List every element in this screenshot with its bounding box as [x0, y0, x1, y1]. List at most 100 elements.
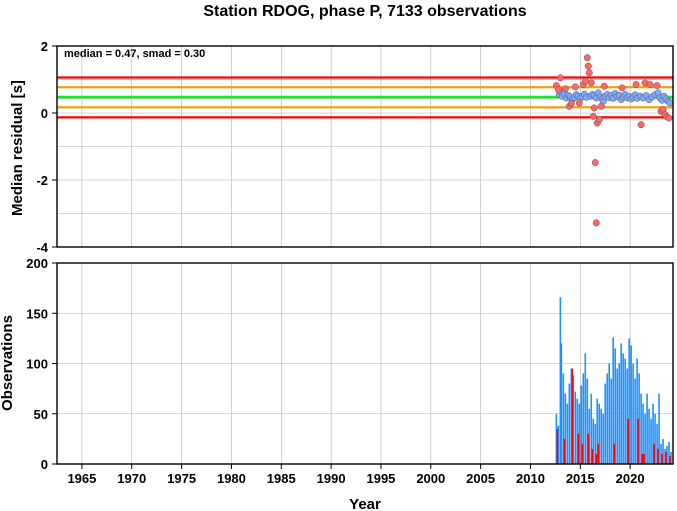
observation-bar [600, 408, 603, 464]
observation-bar [606, 373, 609, 464]
top-y-axis-label: Median residual [s] [9, 80, 26, 216]
observation-bar [608, 363, 611, 464]
observation-bar [596, 398, 599, 464]
residual-point [597, 102, 605, 110]
x-tick-label: 2020 [616, 471, 645, 486]
observation-bar [660, 443, 662, 464]
residual-point [571, 83, 579, 91]
residual-point [637, 121, 645, 129]
x-tick-label: 2015 [566, 471, 595, 486]
observation-bar [564, 393, 567, 464]
top-y-tick-label: 2 [41, 39, 48, 54]
observation-bar [610, 378, 613, 464]
observation-bar [613, 443, 615, 464]
observation-bar [602, 413, 605, 464]
observation-bar [636, 358, 638, 464]
observation-bar [666, 445, 668, 464]
residual-point [556, 74, 564, 82]
observation-bar [657, 448, 659, 464]
observation-bar [627, 418, 629, 464]
residual-point [587, 79, 595, 87]
observation-bar [668, 441, 670, 464]
observation-bar [632, 363, 634, 464]
x-tick-label: 1990 [317, 471, 346, 486]
observation-bar [557, 425, 560, 464]
observation-bars [555, 297, 672, 464]
top-y-ticks: -4 -2 0 2 [36, 39, 57, 255]
residual-point [585, 69, 593, 77]
observation-bar [646, 393, 648, 464]
residual-point [589, 112, 597, 120]
observation-bar [570, 368, 573, 464]
top-panel-grid [57, 45, 673, 248]
observation-bar [597, 443, 600, 464]
x-tick-label: 1980 [217, 471, 246, 486]
stats-annotation: median = 0.47, smad = 0.30 [64, 48, 205, 60]
top-y-tick-label: -2 [36, 173, 48, 188]
residual-point [591, 159, 599, 167]
observation-bar [664, 448, 666, 464]
top-y-tick-label: 0 [41, 106, 48, 121]
observation-bar [662, 438, 664, 464]
x-axis-label: Year [349, 496, 381, 511]
residual-point [592, 219, 600, 227]
bottom-y-tick-label: 200 [26, 256, 48, 271]
x-tick-label: 1965 [67, 471, 96, 486]
observation-bar [641, 453, 643, 464]
residual-point [665, 114, 673, 122]
residual-point [554, 86, 562, 94]
observation-bar [584, 353, 587, 464]
observation-bar [587, 433, 590, 464]
observation-bar [624, 358, 626, 464]
x-tick-label: 2000 [416, 471, 445, 486]
observation-bar [560, 343, 563, 464]
observation-bar [577, 433, 580, 464]
observation-bar [563, 438, 566, 464]
residual-point [583, 54, 591, 62]
observation-bar [582, 373, 585, 464]
observation-bar [574, 391, 577, 464]
observation-bar [586, 378, 589, 464]
residual-point [595, 116, 603, 124]
observation-bar [578, 403, 581, 464]
observation-bar [591, 448, 594, 464]
x-tick-label: 1970 [117, 471, 146, 486]
top-y-tick-label: -4 [36, 240, 48, 255]
observation-bar [640, 393, 642, 464]
observation-bar [616, 368, 618, 464]
observation-bar [653, 443, 655, 464]
residual-point [584, 62, 592, 70]
x-tick-label: 2010 [516, 471, 545, 486]
observation-bar [620, 343, 622, 464]
observation-bar [626, 368, 628, 464]
observation-bar [622, 353, 624, 464]
observation-bar [638, 373, 640, 464]
observation-bar [644, 413, 646, 464]
residual-point [581, 77, 589, 85]
residual-point [618, 84, 626, 92]
residual-point [666, 99, 674, 107]
observation-bar [559, 297, 562, 464]
bottom-y-ticks: 0 50 100 150 200 [26, 256, 57, 472]
bottom-y-tick-label: 50 [34, 407, 48, 422]
residual-point [590, 104, 598, 112]
bottom-y-tick-label: 100 [26, 357, 48, 372]
observation-bar [648, 408, 650, 464]
residual-point [600, 82, 608, 90]
x-tick-label: 2005 [466, 471, 495, 486]
observation-bar [630, 345, 632, 464]
observation-bar [580, 385, 583, 464]
observation-bar [650, 418, 652, 464]
residual-point [646, 81, 654, 88]
observation-bar [592, 418, 595, 464]
residual-point [653, 82, 661, 89]
observation-bar [670, 451, 672, 464]
observation-bar [634, 378, 636, 464]
observation-bar [656, 423, 658, 464]
observation-bar [661, 453, 663, 464]
bottom-panel-grid [57, 262, 673, 465]
observation-bar [576, 398, 579, 464]
bottom-y-tick-label: 0 [41, 457, 48, 472]
observation-bar [590, 393, 593, 464]
